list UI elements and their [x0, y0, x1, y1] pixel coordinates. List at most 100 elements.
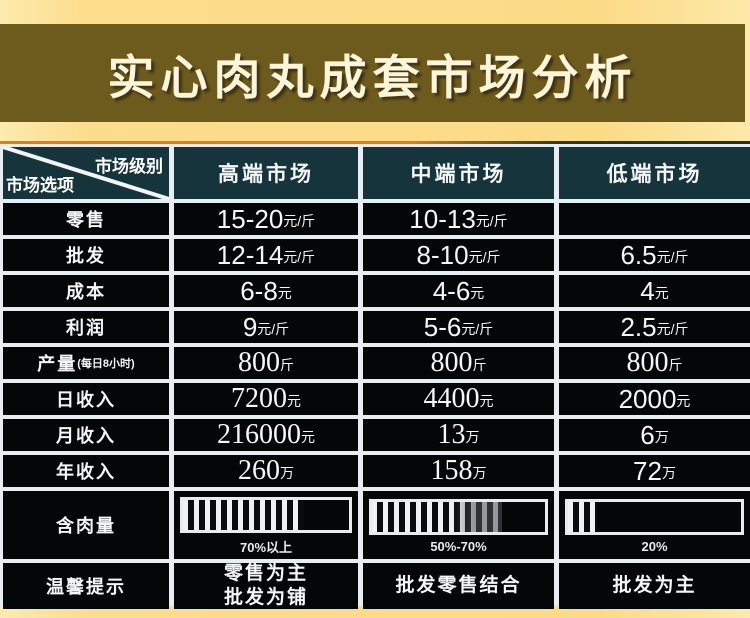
tip-cell-high: 零售为主 批发为铺 — [174, 563, 358, 609]
top-background-strip — [0, 0, 750, 24]
row-label-wholesale: 批发 — [3, 239, 169, 271]
table-cell: 6.5 元/斤 — [559, 239, 750, 271]
table-cell: 9 元/斤 — [174, 311, 358, 343]
table-cell: 2.5 元/斤 — [559, 311, 750, 343]
cell-value: 800 — [430, 347, 473, 378]
row-label-yearly-income: 年收入 — [3, 455, 169, 487]
progress-bar — [180, 497, 352, 533]
meat-content-cell-high: 70%以上 — [174, 491, 358, 559]
cell-value: 72 — [633, 455, 662, 486]
cell-unit: 元 — [479, 395, 494, 410]
cell-value: 15-20 — [216, 203, 284, 234]
cell-unit: 元/斤 — [468, 249, 501, 265]
cell-unit: 万 — [661, 465, 676, 481]
cell-unit: 万 — [654, 429, 669, 445]
cell-unit: 元/斤 — [656, 249, 689, 265]
cell-unit: 元 — [287, 395, 301, 410]
progress-bar-fill — [183, 500, 305, 530]
cell-unit: 元 — [654, 285, 669, 301]
cell-value: 2000 — [618, 383, 677, 414]
table-cell: 12-14 元/斤 — [174, 239, 358, 271]
table-cell: 4-6 元 — [363, 275, 554, 307]
corner-label-market-option: 市场选项 — [6, 176, 74, 195]
row-label-output: 产量 (每日8小时) — [3, 347, 169, 379]
row-label-daily-income: 日收入 — [3, 383, 169, 415]
table-cell: 13 万 — [363, 419, 554, 451]
accent-divider-line — [0, 141, 750, 144]
cell-unit: 斤 — [472, 359, 487, 374]
table-cell-empty — [559, 203, 750, 235]
table-cell: 6-8 元 — [174, 275, 358, 307]
cell-value: 8-10 — [416, 239, 469, 270]
row-label-note: (每日8小时) — [77, 358, 135, 370]
cell-value: 4-6 — [432, 275, 471, 306]
cell-unit: 元/斤 — [475, 213, 508, 229]
tip-line: 批发零售结合 — [395, 575, 522, 597]
tip-cell-low: 批发为主 — [559, 563, 750, 609]
table-cell: 8-10 元/斤 — [363, 239, 554, 271]
cell-value: 260 — [238, 455, 280, 486]
cell-value: 6-8 — [240, 275, 278, 306]
cell-value: 6.5 — [620, 239, 657, 270]
table-cell: 260 万 — [174, 455, 358, 487]
cell-value: 2.5 — [620, 311, 657, 342]
table-cell: 216000 元 — [174, 419, 358, 451]
tip-line: 零售为主 — [223, 563, 308, 585]
table-cell: 5-6 元/斤 — [363, 311, 554, 343]
meat-content-cell-mid: 50%-70% — [363, 491, 554, 559]
cell-unit: 万 — [280, 467, 294, 482]
cell-value: 10-13 — [409, 203, 476, 234]
corner-label-market-level: 市场级别 — [95, 157, 163, 176]
table-cell: 2000 元 — [559, 383, 750, 415]
column-header-high-end: 高端市场 — [174, 147, 358, 199]
cell-unit: 元/斤 — [656, 321, 689, 337]
progress-bar — [565, 499, 744, 535]
page-title: 实心肉丸成套市场分析 — [107, 52, 638, 105]
cell-unit: 元/斤 — [283, 213, 316, 229]
cell-value: 13 — [437, 419, 466, 450]
cell-unit: 斤 — [668, 359, 683, 374]
table-cell: 72 万 — [559, 455, 750, 487]
cell-value: 5-6 — [423, 311, 462, 342]
cell-value: 4 — [640, 275, 655, 306]
progress-bar-fill — [568, 502, 598, 532]
tip-cell-mid: 批发零售结合 — [363, 563, 554, 609]
cell-unit: 万 — [472, 467, 487, 482]
cell-unit: 元/斤 — [461, 321, 494, 337]
row-label-meat-content: 含肉量 — [3, 491, 169, 559]
cell-value: 9 — [242, 311, 258, 342]
tip-line: 批发为铺 — [223, 587, 308, 608]
meat-content-cell-low: 20% — [559, 491, 750, 559]
cell-value: 800 — [626, 347, 669, 378]
progress-bar — [369, 499, 548, 535]
progress-bar-fill — [372, 502, 502, 532]
diagonal-line — [3, 147, 169, 199]
cell-value: 6 — [640, 419, 655, 450]
cell-unit: 元 — [277, 285, 292, 301]
row-label-profit: 利润 — [3, 311, 169, 343]
column-header-low-end: 低端市场 — [559, 147, 750, 199]
row-label-tips: 温馨提示 — [3, 563, 169, 609]
row-label-monthly-income: 月收入 — [3, 419, 169, 451]
table-cell: 4400 元 — [363, 383, 554, 415]
row-label-retail: 零售 — [3, 203, 169, 235]
progress-bar-label: 70%以上 — [239, 540, 293, 555]
table-cell: 800 斤 — [559, 347, 750, 379]
cell-unit: 元/斤 — [257, 321, 290, 337]
table-cell: 800 斤 — [174, 347, 358, 379]
table-cell: 15-20 元/斤 — [174, 203, 358, 235]
banner-table-gap — [0, 122, 750, 141]
cell-value: 216000 — [217, 419, 301, 450]
cell-unit: 斤 — [280, 359, 294, 374]
cell-value: 800 — [238, 347, 280, 378]
tip-line: 批发为主 — [612, 575, 697, 597]
progress-bar-label: 50%-70% — [430, 539, 487, 554]
cell-unit: 万 — [465, 431, 480, 446]
table-cell: 10-13 元/斤 — [363, 203, 554, 235]
cell-value: 158 — [430, 455, 473, 486]
cell-value: 4400 — [423, 383, 480, 414]
cell-value: 12-14 — [216, 239, 284, 270]
table-cell: 158 万 — [363, 455, 554, 487]
